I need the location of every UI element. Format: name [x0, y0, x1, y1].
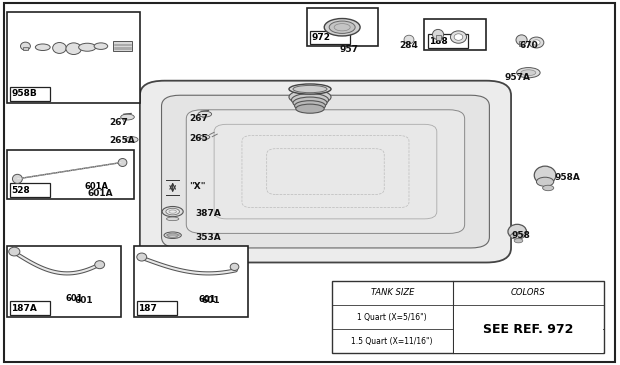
- Text: 958: 958: [511, 231, 530, 240]
- Bar: [7, 246, 122, 317]
- Ellipse shape: [167, 217, 179, 221]
- Ellipse shape: [329, 21, 355, 34]
- Ellipse shape: [294, 101, 326, 111]
- Bar: [134, 246, 248, 317]
- FancyBboxPatch shape: [186, 110, 464, 233]
- Ellipse shape: [121, 114, 135, 120]
- Bar: [10, 183, 50, 197]
- Bar: [23, 46, 28, 50]
- Ellipse shape: [12, 174, 22, 183]
- Text: 601: 601: [66, 294, 83, 303]
- Ellipse shape: [79, 43, 96, 51]
- Text: 528: 528: [11, 186, 30, 195]
- Bar: [454, 306, 603, 353]
- Ellipse shape: [508, 224, 526, 239]
- Text: 265A: 265A: [109, 136, 135, 145]
- Text: 284: 284: [400, 41, 419, 50]
- Text: 187A: 187A: [11, 304, 37, 313]
- Ellipse shape: [521, 70, 536, 76]
- Text: eReplacementParts.com: eReplacementParts.com: [238, 176, 382, 189]
- Ellipse shape: [126, 137, 138, 142]
- Bar: [10, 87, 50, 101]
- Ellipse shape: [198, 111, 211, 117]
- Text: 670: 670: [519, 41, 538, 50]
- Bar: [7, 150, 134, 199]
- Bar: [307, 8, 378, 46]
- Bar: [436, 35, 441, 39]
- Text: 601: 601: [202, 296, 220, 305]
- Ellipse shape: [35, 44, 50, 50]
- Text: COLORS: COLORS: [511, 288, 546, 297]
- Ellipse shape: [450, 31, 466, 43]
- Bar: [7, 12, 140, 103]
- Bar: [425, 19, 486, 50]
- Text: 601A: 601A: [87, 189, 113, 198]
- Text: 972: 972: [311, 33, 330, 42]
- Ellipse shape: [536, 177, 554, 186]
- Ellipse shape: [433, 30, 444, 39]
- Text: 188: 188: [429, 36, 448, 46]
- Ellipse shape: [53, 42, 66, 53]
- Ellipse shape: [293, 85, 327, 93]
- Text: 267: 267: [189, 114, 208, 123]
- Ellipse shape: [95, 261, 105, 269]
- Ellipse shape: [516, 35, 527, 45]
- Ellipse shape: [94, 43, 108, 49]
- Text: 1.5 Quart (X=11/16"): 1.5 Quart (X=11/16"): [352, 337, 433, 346]
- FancyBboxPatch shape: [162, 95, 489, 248]
- Ellipse shape: [293, 97, 327, 109]
- Ellipse shape: [542, 185, 554, 191]
- Ellipse shape: [289, 84, 331, 94]
- Ellipse shape: [66, 43, 81, 54]
- Text: 387A: 387A: [195, 209, 221, 218]
- Text: 601: 601: [198, 295, 216, 304]
- Text: 353A: 353A: [195, 233, 221, 242]
- Ellipse shape: [510, 233, 524, 239]
- FancyBboxPatch shape: [140, 81, 511, 262]
- Ellipse shape: [20, 42, 30, 50]
- Bar: [310, 31, 350, 44]
- Ellipse shape: [9, 247, 20, 256]
- Text: 1 Quart (X=5/16"): 1 Quart (X=5/16"): [357, 312, 427, 322]
- Bar: [519, 41, 524, 46]
- Bar: [428, 34, 467, 48]
- Ellipse shape: [162, 207, 183, 217]
- Text: "X": "X": [189, 182, 206, 191]
- Ellipse shape: [514, 238, 523, 243]
- Text: SEE REF. 972: SEE REF. 972: [483, 323, 574, 336]
- Text: 601A: 601A: [84, 182, 108, 191]
- Ellipse shape: [324, 19, 360, 36]
- Ellipse shape: [230, 263, 239, 270]
- Text: 267: 267: [109, 118, 128, 127]
- Text: 601: 601: [75, 296, 94, 305]
- Ellipse shape: [296, 104, 324, 113]
- Text: TANK SIZE: TANK SIZE: [371, 288, 414, 297]
- Bar: [137, 301, 177, 315]
- Text: 187: 187: [138, 304, 157, 313]
- Text: 265: 265: [189, 134, 208, 143]
- Bar: [332, 281, 604, 353]
- Ellipse shape: [404, 35, 414, 44]
- Ellipse shape: [137, 253, 147, 261]
- Ellipse shape: [166, 208, 179, 215]
- Ellipse shape: [534, 166, 556, 184]
- Ellipse shape: [118, 158, 127, 166]
- Bar: [10, 301, 50, 315]
- Ellipse shape: [533, 40, 540, 45]
- Ellipse shape: [289, 89, 331, 105]
- Ellipse shape: [516, 68, 540, 78]
- Text: 957: 957: [340, 45, 359, 54]
- Ellipse shape: [454, 34, 463, 40]
- Text: 957A: 957A: [505, 73, 531, 81]
- Text: 958B: 958B: [11, 89, 37, 98]
- Ellipse shape: [291, 93, 329, 107]
- Bar: [113, 41, 132, 51]
- Ellipse shape: [200, 135, 210, 139]
- Ellipse shape: [529, 37, 544, 48]
- Ellipse shape: [164, 232, 181, 238]
- Text: 958A: 958A: [554, 173, 580, 181]
